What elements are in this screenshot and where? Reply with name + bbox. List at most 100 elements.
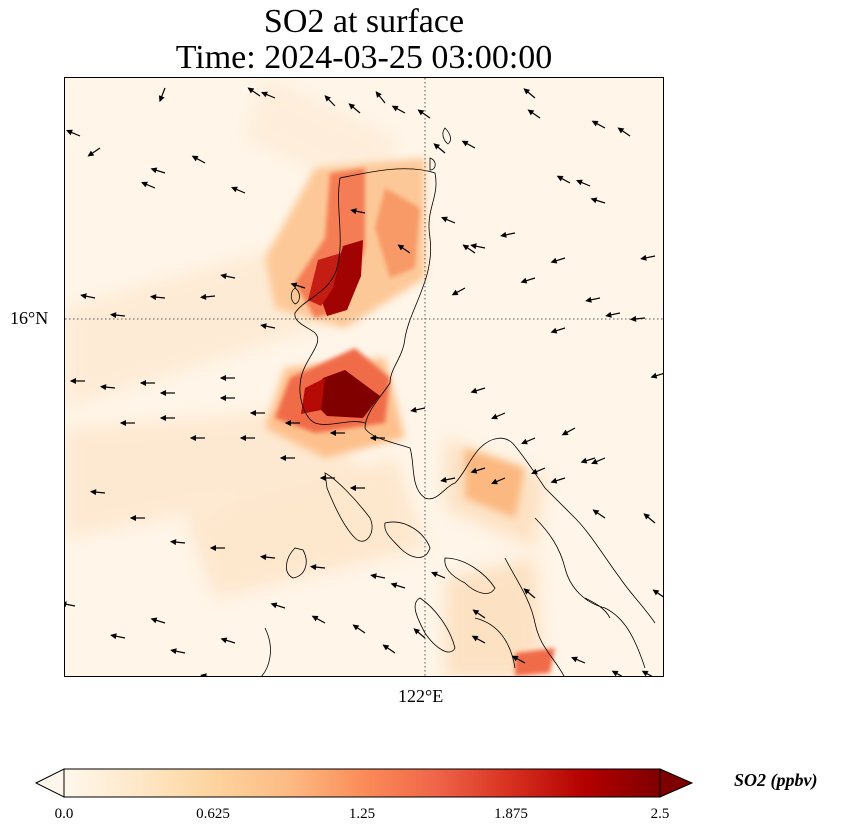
coastline xyxy=(261,127,656,676)
gridlines xyxy=(65,78,663,676)
wind-arrow xyxy=(471,635,486,644)
wind-arrow xyxy=(87,147,101,157)
wind-arrow xyxy=(550,327,566,334)
wind-arrow xyxy=(561,427,576,436)
wind-arrow xyxy=(191,155,206,164)
latitude-tick-label: 16°N xyxy=(10,308,49,328)
wind-arrow xyxy=(352,624,366,634)
wind-arrow xyxy=(169,539,186,546)
colorbar-tick-label: 1.875 xyxy=(494,806,528,822)
wind-arrow xyxy=(462,244,476,254)
wind-arrow xyxy=(521,437,536,445)
wind-arrow xyxy=(220,637,236,644)
wind-arrow xyxy=(591,120,606,129)
map-title: SO2 at surface xyxy=(263,3,465,40)
wind-arrow xyxy=(199,293,216,300)
wind-arrow xyxy=(611,670,623,676)
wind-arrow xyxy=(209,544,225,552)
wind-arrow xyxy=(290,282,306,289)
wind-arrow xyxy=(650,372,663,379)
wind-arrow xyxy=(550,257,566,264)
wind-arrow xyxy=(580,457,596,464)
colorbar-tick-label: 0.0 xyxy=(54,806,74,822)
wind-arrow xyxy=(617,127,631,137)
wind-arrow xyxy=(591,457,606,465)
wind-arrow xyxy=(523,88,536,99)
wind-arrow xyxy=(431,571,446,579)
wind-arrow xyxy=(200,673,209,676)
colorbar-tick-label: 1.25 xyxy=(348,806,376,822)
wind-arrow xyxy=(259,554,276,561)
wind-arrow xyxy=(150,167,166,174)
wind-arrow xyxy=(219,374,235,382)
wind-arrow xyxy=(370,573,386,580)
wind-vector-field xyxy=(65,87,663,676)
wind-arrow xyxy=(247,87,261,97)
wind-arrow xyxy=(470,467,486,474)
wind-arrow xyxy=(311,615,326,624)
wind-arrow xyxy=(150,617,166,624)
wind-arrow xyxy=(141,181,156,189)
wind-arrow xyxy=(119,419,135,427)
wind-arrow xyxy=(109,312,126,319)
wind-arrow xyxy=(523,588,536,599)
wind-arrow xyxy=(441,216,456,224)
colorbar-gradient xyxy=(63,768,661,798)
colorbar-extend-low xyxy=(34,768,65,798)
wind-arrow xyxy=(629,315,646,322)
wind-arrow xyxy=(309,564,326,571)
wind-arrow xyxy=(410,406,426,413)
wind-arrow xyxy=(66,129,81,137)
wind-arrow xyxy=(270,602,286,609)
wind-arrow xyxy=(417,109,431,119)
wind-arrow xyxy=(413,628,426,639)
wind-arrow xyxy=(590,197,606,204)
wind-arrow xyxy=(170,648,186,655)
wind-arrow xyxy=(440,476,456,483)
wind-arrow xyxy=(375,91,386,104)
wind-arrow xyxy=(461,140,476,149)
wind-arrow xyxy=(158,87,166,103)
wind-arrow xyxy=(511,655,526,664)
wind-arrow xyxy=(319,474,335,482)
wind-arrow xyxy=(640,254,656,261)
wind-arrow xyxy=(641,670,653,676)
wind-arrow xyxy=(348,103,361,114)
wind-arrow xyxy=(219,394,235,402)
wind-arrow xyxy=(576,179,591,187)
wind-arrow xyxy=(491,412,506,420)
colorbar-label: SO2 (ppbv) xyxy=(734,770,818,790)
wind-arrow xyxy=(99,384,116,391)
wind-arrow xyxy=(652,589,663,598)
wind-arrow xyxy=(470,243,486,250)
wind-arrow xyxy=(149,294,166,301)
wind-arrow xyxy=(520,277,536,284)
wind-arrow xyxy=(391,105,406,114)
wind-arrow xyxy=(110,633,126,640)
wind-arrow xyxy=(390,582,406,589)
so2-map xyxy=(65,78,663,676)
wind-arrow xyxy=(279,454,295,462)
wind-arrow xyxy=(592,509,606,519)
wind-arrow xyxy=(350,208,366,215)
wind-arrow xyxy=(129,514,145,522)
longitude-tick-label: 122°E xyxy=(398,686,444,706)
wind-arrow xyxy=(605,311,621,318)
wind-arrow xyxy=(65,601,76,608)
wind-arrow xyxy=(500,231,516,238)
wind-arrow xyxy=(260,323,276,330)
map-timestamp: Time: 2024-03-25 03:00:00 xyxy=(175,39,553,76)
wind-arrow xyxy=(397,244,411,254)
wind-arrow xyxy=(470,387,486,394)
wind-arrow xyxy=(531,467,546,475)
wind-arrow xyxy=(231,186,246,194)
wind-arrow xyxy=(382,644,396,654)
wind-arrow xyxy=(220,273,236,280)
wind-arrow xyxy=(472,609,486,619)
wind-arrow xyxy=(159,389,175,397)
colorbar xyxy=(34,768,694,798)
wind-arrow xyxy=(189,434,205,442)
colorbar-tick-label: 0.625 xyxy=(196,806,230,822)
wind-arrow xyxy=(585,296,601,303)
wind-arrow xyxy=(69,377,85,385)
